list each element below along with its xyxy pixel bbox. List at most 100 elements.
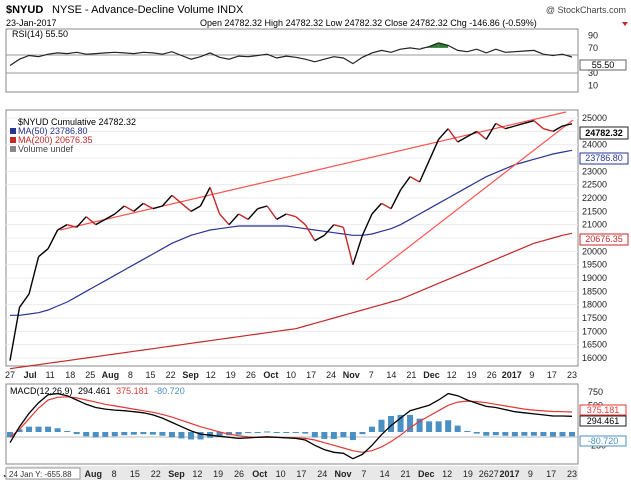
- macd-histogram-bar: [16, 429, 23, 432]
- price-tick-label: 20000: [582, 246, 607, 256]
- macd-histogram-bar: [492, 432, 499, 436]
- x-tick-label: 19: [467, 370, 477, 380]
- x-tick-label: 22: [166, 370, 176, 380]
- ma200-legend: MA(200) 20676.35: [18, 135, 93, 145]
- price-segment: [361, 213, 373, 236]
- price-segment: [66, 223, 77, 229]
- macd-histogram-bar: [45, 426, 52, 432]
- price-segment: [123, 205, 135, 212]
- x-tick-label: 24: [326, 370, 336, 380]
- x-tick-label: Dec: [418, 469, 435, 479]
- price-tick-label: 18500: [582, 286, 607, 296]
- price-segment: [562, 123, 573, 127]
- dropdown-caret-icon[interactable]: [622, 22, 628, 26]
- signal-value-label: 375.181: [587, 405, 620, 415]
- price-legend-main: $NYUD Cumulative 24782.32: [18, 117, 136, 127]
- price-segment: [57, 224, 68, 231]
- price-segment: [28, 256, 40, 295]
- footer-label: 24 Jan Y: -655.88: [9, 470, 72, 479]
- macd-histogram-bar: [349, 432, 356, 440]
- price-tick-label: 17000: [582, 326, 607, 336]
- macd-histogram-bar: [197, 432, 204, 440]
- price-segment: [190, 205, 201, 212]
- rsi-line: [9, 42, 573, 67]
- rsi-y-axis: 90 70 30 10: [588, 30, 598, 90]
- price-segment: [543, 127, 554, 133]
- macd-histogram-bar: [435, 421, 442, 432]
- rsi-legend: RSI(14) 55.50: [12, 29, 68, 39]
- price-segment: [104, 213, 116, 220]
- price-segment: [514, 122, 525, 127]
- x-tick-label: 7: [369, 370, 374, 380]
- x-tick-label: Aug: [85, 469, 103, 479]
- price-segment: [552, 125, 563, 132]
- x-tick-label: Nov: [343, 370, 360, 380]
- price-segment: [438, 128, 449, 140]
- x-tick-label: 12: [442, 469, 452, 479]
- x-axis-bottom-bar: [6, 466, 578, 480]
- price-tick-label: 16000: [582, 353, 607, 363]
- macd-histogram-bar: [540, 432, 547, 436]
- upper-trendline: [59, 111, 567, 231]
- macd-histogram-bar: [559, 432, 566, 437]
- x-tick-label: 11: [45, 370, 54, 380]
- x-tick-label: 17: [306, 370, 316, 380]
- x-tick-label: 8: [128, 370, 133, 380]
- x-tick-label: 25: [85, 370, 95, 380]
- macd-histogram-bar: [140, 432, 147, 435]
- price-tick-label: 21000: [582, 220, 607, 230]
- macd-histogram-bar: [83, 432, 90, 437]
- macd-histogram-bar: [426, 421, 433, 432]
- macd-legend: MACD(12,26,9) 294.461 375.181 -80.720: [10, 386, 185, 396]
- x-tick-label: Aug: [102, 370, 120, 380]
- price-segment: [314, 234, 325, 242]
- ma200-value-label: 20676.35: [585, 234, 623, 244]
- macd-histogram-bar: [264, 431, 271, 433]
- price-segment: [181, 202, 192, 212]
- price-segment: [199, 187, 211, 207]
- price-segment: [18, 293, 30, 308]
- macd-legend-signal: 375.181: [116, 386, 149, 396]
- rsi-tick-label: 10: [588, 81, 598, 91]
- price-segment: [381, 202, 392, 210]
- macd-legend-hist: -80.720: [154, 386, 185, 396]
- x-tick-label: 9: [529, 370, 534, 380]
- price-segment: [95, 218, 106, 226]
- macd-histogram-bar: [473, 432, 480, 434]
- macd-histogram-bar: [159, 432, 166, 436]
- macd-histogram-bar: [102, 432, 109, 437]
- x-tick-label: 19: [226, 370, 236, 380]
- price-segment: [409, 176, 420, 183]
- price-segment: [228, 213, 240, 226]
- x-tick-label: Oct: [263, 370, 278, 380]
- x-tick-label: 2017: [502, 370, 522, 380]
- price-segment: [247, 208, 259, 220]
- x-tick-label: 15: [130, 469, 140, 479]
- macd-histogram-bar: [340, 432, 347, 438]
- x-tick-label: 10: [286, 370, 296, 380]
- price-segment: [495, 122, 506, 130]
- macd-histogram-bar: [416, 418, 423, 432]
- price-tick-label: 25000: [582, 113, 607, 123]
- price-segment: [447, 128, 459, 143]
- price-segment: [352, 235, 364, 265]
- macd-histogram-bar: [54, 428, 61, 432]
- price-segment: [85, 216, 97, 226]
- price-segment: [266, 205, 278, 220]
- price-segment: [418, 160, 430, 183]
- price-segment: [524, 119, 535, 125]
- quote-label: Open 24782.32 High 24782.32 Low 24782.32…: [200, 18, 537, 28]
- price-segment: [286, 213, 296, 218]
- price-segment: [428, 139, 440, 161]
- macd-histogram-bar: [216, 432, 223, 437]
- x-tick-label: 19: [213, 469, 223, 479]
- macd-histogram-bar: [302, 432, 309, 434]
- macd-histogram-bar: [397, 414, 404, 432]
- index-name-label: NYSE - Advance-Decline Volume INDX: [52, 4, 244, 16]
- price-segment: [304, 224, 316, 242]
- price-segment: [161, 194, 173, 207]
- price-tick-label: 19000: [582, 273, 607, 283]
- macd-histogram-bar: [235, 432, 242, 435]
- macd-histogram-bar: [454, 425, 461, 432]
